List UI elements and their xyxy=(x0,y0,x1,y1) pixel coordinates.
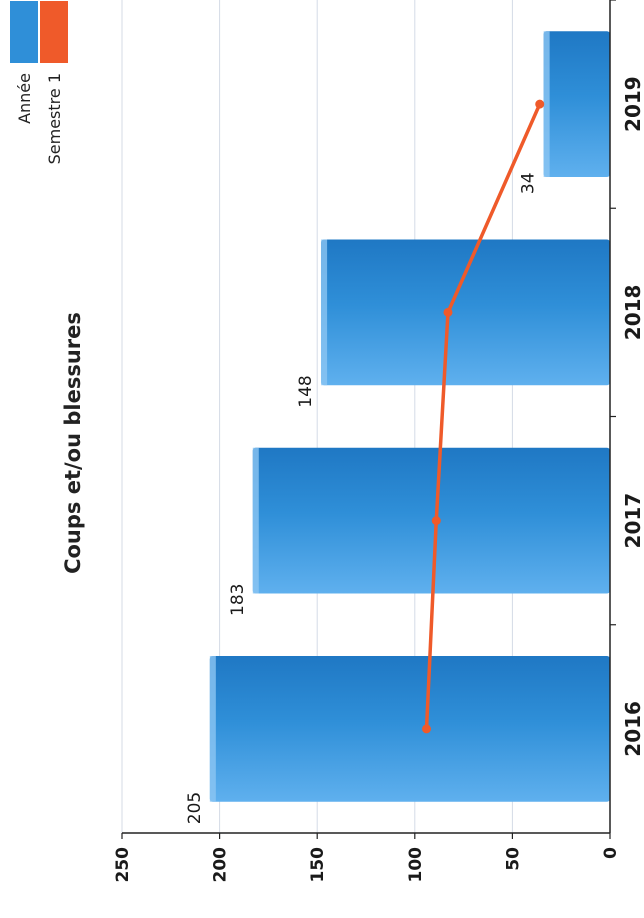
y-tick-label: 0 xyxy=(601,847,621,859)
x-category-label: 2016 xyxy=(621,701,644,757)
rotated-chart-group: 0 50 100 150 200 250 2016 2017 2018 2019 205 183 14… xyxy=(10,0,644,883)
bar-top-highlight xyxy=(543,31,550,178)
semestre-point xyxy=(443,307,453,317)
bar-top-highlight xyxy=(209,655,216,802)
semestre-point xyxy=(422,724,432,734)
x-category-label: 2019 xyxy=(621,76,644,132)
bar-2019 xyxy=(543,31,611,178)
semestre-point xyxy=(431,516,441,526)
y-tick-label: 100 xyxy=(406,847,426,883)
bar-2017 xyxy=(252,447,610,594)
axis-layer: 0 50 100 150 200 250 2016 2017 2018 2019 xyxy=(113,0,644,883)
legend-label: Semestre 1 xyxy=(45,73,64,164)
legend-swatch xyxy=(10,1,38,63)
line-layer xyxy=(422,99,545,734)
label-layer: 205 183 148 34 xyxy=(185,172,539,824)
y-tick-label: 200 xyxy=(211,847,231,883)
bar-data-label: 205 xyxy=(185,792,205,824)
bar-2018 xyxy=(321,239,610,386)
bar-data-label: 148 xyxy=(296,375,316,407)
bars-layer xyxy=(209,31,611,802)
y-tick-label: 150 xyxy=(308,847,328,883)
bar-top-highlight xyxy=(252,447,259,594)
y-tick-label: 50 xyxy=(503,847,523,871)
bar-data-label: 34 xyxy=(519,172,539,194)
y-tick-label: 250 xyxy=(113,847,133,883)
chart-title: Coups et/ou blessures xyxy=(61,312,85,574)
x-category-label: 2018 xyxy=(621,285,644,341)
semestre-point xyxy=(535,99,545,109)
bar-2016 xyxy=(209,655,610,802)
bar-data-label: 183 xyxy=(228,584,248,616)
legend-label: Année xyxy=(15,73,34,124)
x-category-label: 2017 xyxy=(621,493,644,549)
semestre-line xyxy=(424,103,542,729)
legend: Année Semestre 1 xyxy=(10,1,68,164)
legend-swatch xyxy=(40,1,68,63)
bar-top-highlight xyxy=(321,239,328,386)
